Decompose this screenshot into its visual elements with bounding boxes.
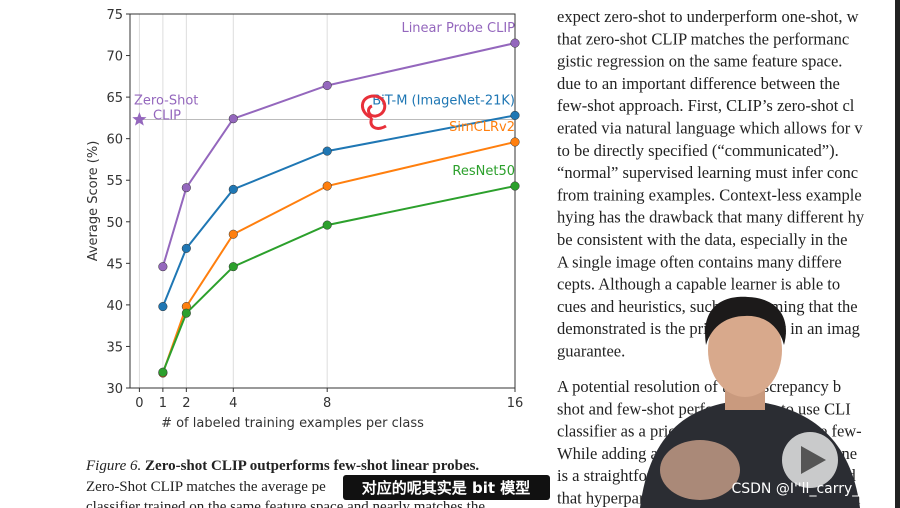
watermark: CSDN @I''ll_carry_you (731, 481, 885, 497)
series-label: BiT-M (ImageNet-21K) (372, 93, 515, 108)
body-text-line: to be directly specified (“communicated”… (557, 141, 839, 160)
frame-edge (895, 0, 900, 508)
y-tick-label: 65 (106, 91, 123, 106)
series-point (322, 80, 332, 91)
body-text-line: A single image often contains many diffe… (557, 252, 842, 271)
series-point (322, 181, 332, 191)
body-text-line: gistic regression on the same feature sp… (557, 52, 842, 71)
body-text-line: hying has the drawback that many differe… (557, 208, 865, 227)
body-text-line: that zero-shot CLIP matches the performa… (557, 29, 849, 48)
x-tick-label: 16 (507, 396, 524, 411)
body-text-line: due to an important difference between t… (557, 74, 840, 93)
series-point (510, 38, 520, 48)
series-point (158, 367, 168, 377)
y-tick-label: 55 (106, 174, 123, 189)
caption-heading: Figure 6. Zero-shot CLIP outperforms few… (85, 458, 479, 474)
caption-title: Zero-shot CLIP outperforms few-shot line… (145, 458, 479, 474)
y-tick-label: 50 (106, 216, 123, 231)
presenter-face (708, 303, 782, 397)
chart: 0 1 2 4 8 16 30 35 40 45 50 55 60 65 70 75 # of labeled … (86, 8, 523, 431)
series-point (322, 146, 332, 156)
x-tick-label: 4 (229, 396, 237, 411)
y-tick-label: 45 (106, 257, 123, 272)
body-text-line: guarantee. (557, 342, 625, 361)
series-point (228, 262, 238, 272)
presenter-hair (705, 296, 786, 345)
x-tick-label: 2 (182, 396, 190, 411)
body-text-line: cepts. Although a capable learner is abl… (557, 275, 840, 294)
presenter (640, 296, 860, 508)
caption-label: Figure 6. (85, 458, 141, 474)
series-point (181, 308, 191, 318)
body-text-line: cues and heuristics, such as assuming th… (557, 297, 858, 316)
body-text-line: A potential resolution of this discrepan… (557, 377, 841, 396)
series-label: ResNet50 (452, 164, 515, 179)
series-point (322, 220, 332, 230)
presenter-hand (660, 440, 740, 500)
body-text-line: erated via natural language which allows… (557, 119, 863, 138)
series-point (158, 262, 168, 272)
x-tick-label: 8 (323, 396, 331, 411)
series-point (158, 302, 168, 312)
body-text-line: from training examples. Context-less exa… (557, 185, 862, 204)
zero-shot-marker (132, 112, 147, 126)
series-point (510, 110, 520, 120)
y-axis-label: Average Score (%) (86, 141, 101, 262)
x-tick-label: 0 (135, 396, 143, 411)
zero-shot-label: Zero-Shot (134, 94, 198, 109)
series-point (510, 137, 520, 147)
series-point (228, 114, 238, 124)
series-point (228, 229, 238, 239)
body-text-line: be consistent with the data, especially … (557, 230, 848, 249)
x-axis-label: # of labeled training examples per class (161, 416, 424, 431)
x-tick-label: 1 (159, 396, 167, 411)
play-icon (801, 446, 826, 474)
subtitle-box (343, 475, 550, 500)
y-tick-label: 40 (106, 299, 123, 314)
caption-line: classifier trained on the same feature s… (86, 499, 485, 508)
series-point (228, 184, 238, 194)
y-tick-label: 70 (106, 50, 123, 65)
body-text-line: “normal” supervised learning must infer … (557, 163, 858, 182)
y-tick-label: 35 (106, 340, 123, 355)
series-label: SimCLRv2 (449, 120, 515, 135)
series-point (181, 243, 191, 253)
pen-annotation (361, 94, 387, 130)
zero-shot-label: CLIP (153, 109, 181, 124)
series-point (510, 181, 520, 191)
subtitle: 对应的呢其实是 bit 模型 (362, 479, 531, 497)
caption-line: Zero-Shot CLIP matches the average pe (86, 479, 326, 495)
series-point (181, 183, 191, 193)
y-tick-label: 60 (106, 133, 123, 148)
series-label: Linear Probe CLIP (401, 21, 515, 36)
body-text-line: few-shot approach. First, CLIP’s zero-sh… (557, 96, 855, 115)
y-tick-label: 30 (106, 382, 123, 397)
body-text-line: expect zero-shot to underperform one-sho… (557, 7, 859, 26)
plot-frame (129, 13, 516, 389)
y-tick-label: 75 (106, 8, 123, 23)
